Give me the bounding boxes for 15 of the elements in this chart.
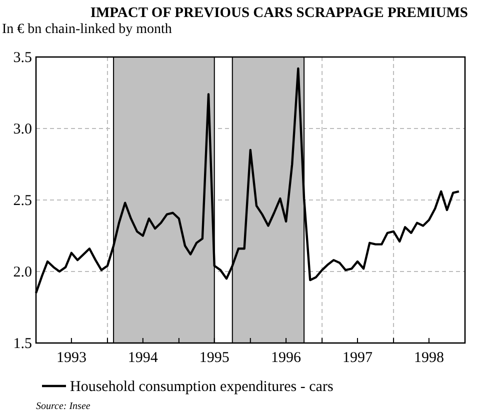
x-tick-label: 1998 [414, 350, 444, 366]
y-tick-label: 3.5 [13, 50, 32, 66]
x-tick-label: 1994 [128, 350, 158, 366]
chart-title: IMPACT OF PREVIOUS CARS SCRAPPAGE PREMIUMS [90, 5, 468, 21]
y-tick-label: 1.5 [13, 336, 32, 352]
x-tick-label: 1993 [56, 350, 86, 366]
chart-subtitle: In € bn chain-linked by month [2, 22, 172, 37]
legend-label: Household consumption expenditures - cars [70, 379, 334, 395]
x-tick-label: 1997 [342, 350, 374, 366]
y-tick-label: 3.0 [13, 122, 32, 138]
source-note: Source: Insee [36, 401, 91, 412]
y-tick-label: 2.5 [13, 193, 32, 209]
x-tick-label: 1996 [271, 350, 302, 366]
y-tick-label: 2.0 [13, 264, 32, 280]
x-tick-label: 1995 [199, 350, 230, 366]
